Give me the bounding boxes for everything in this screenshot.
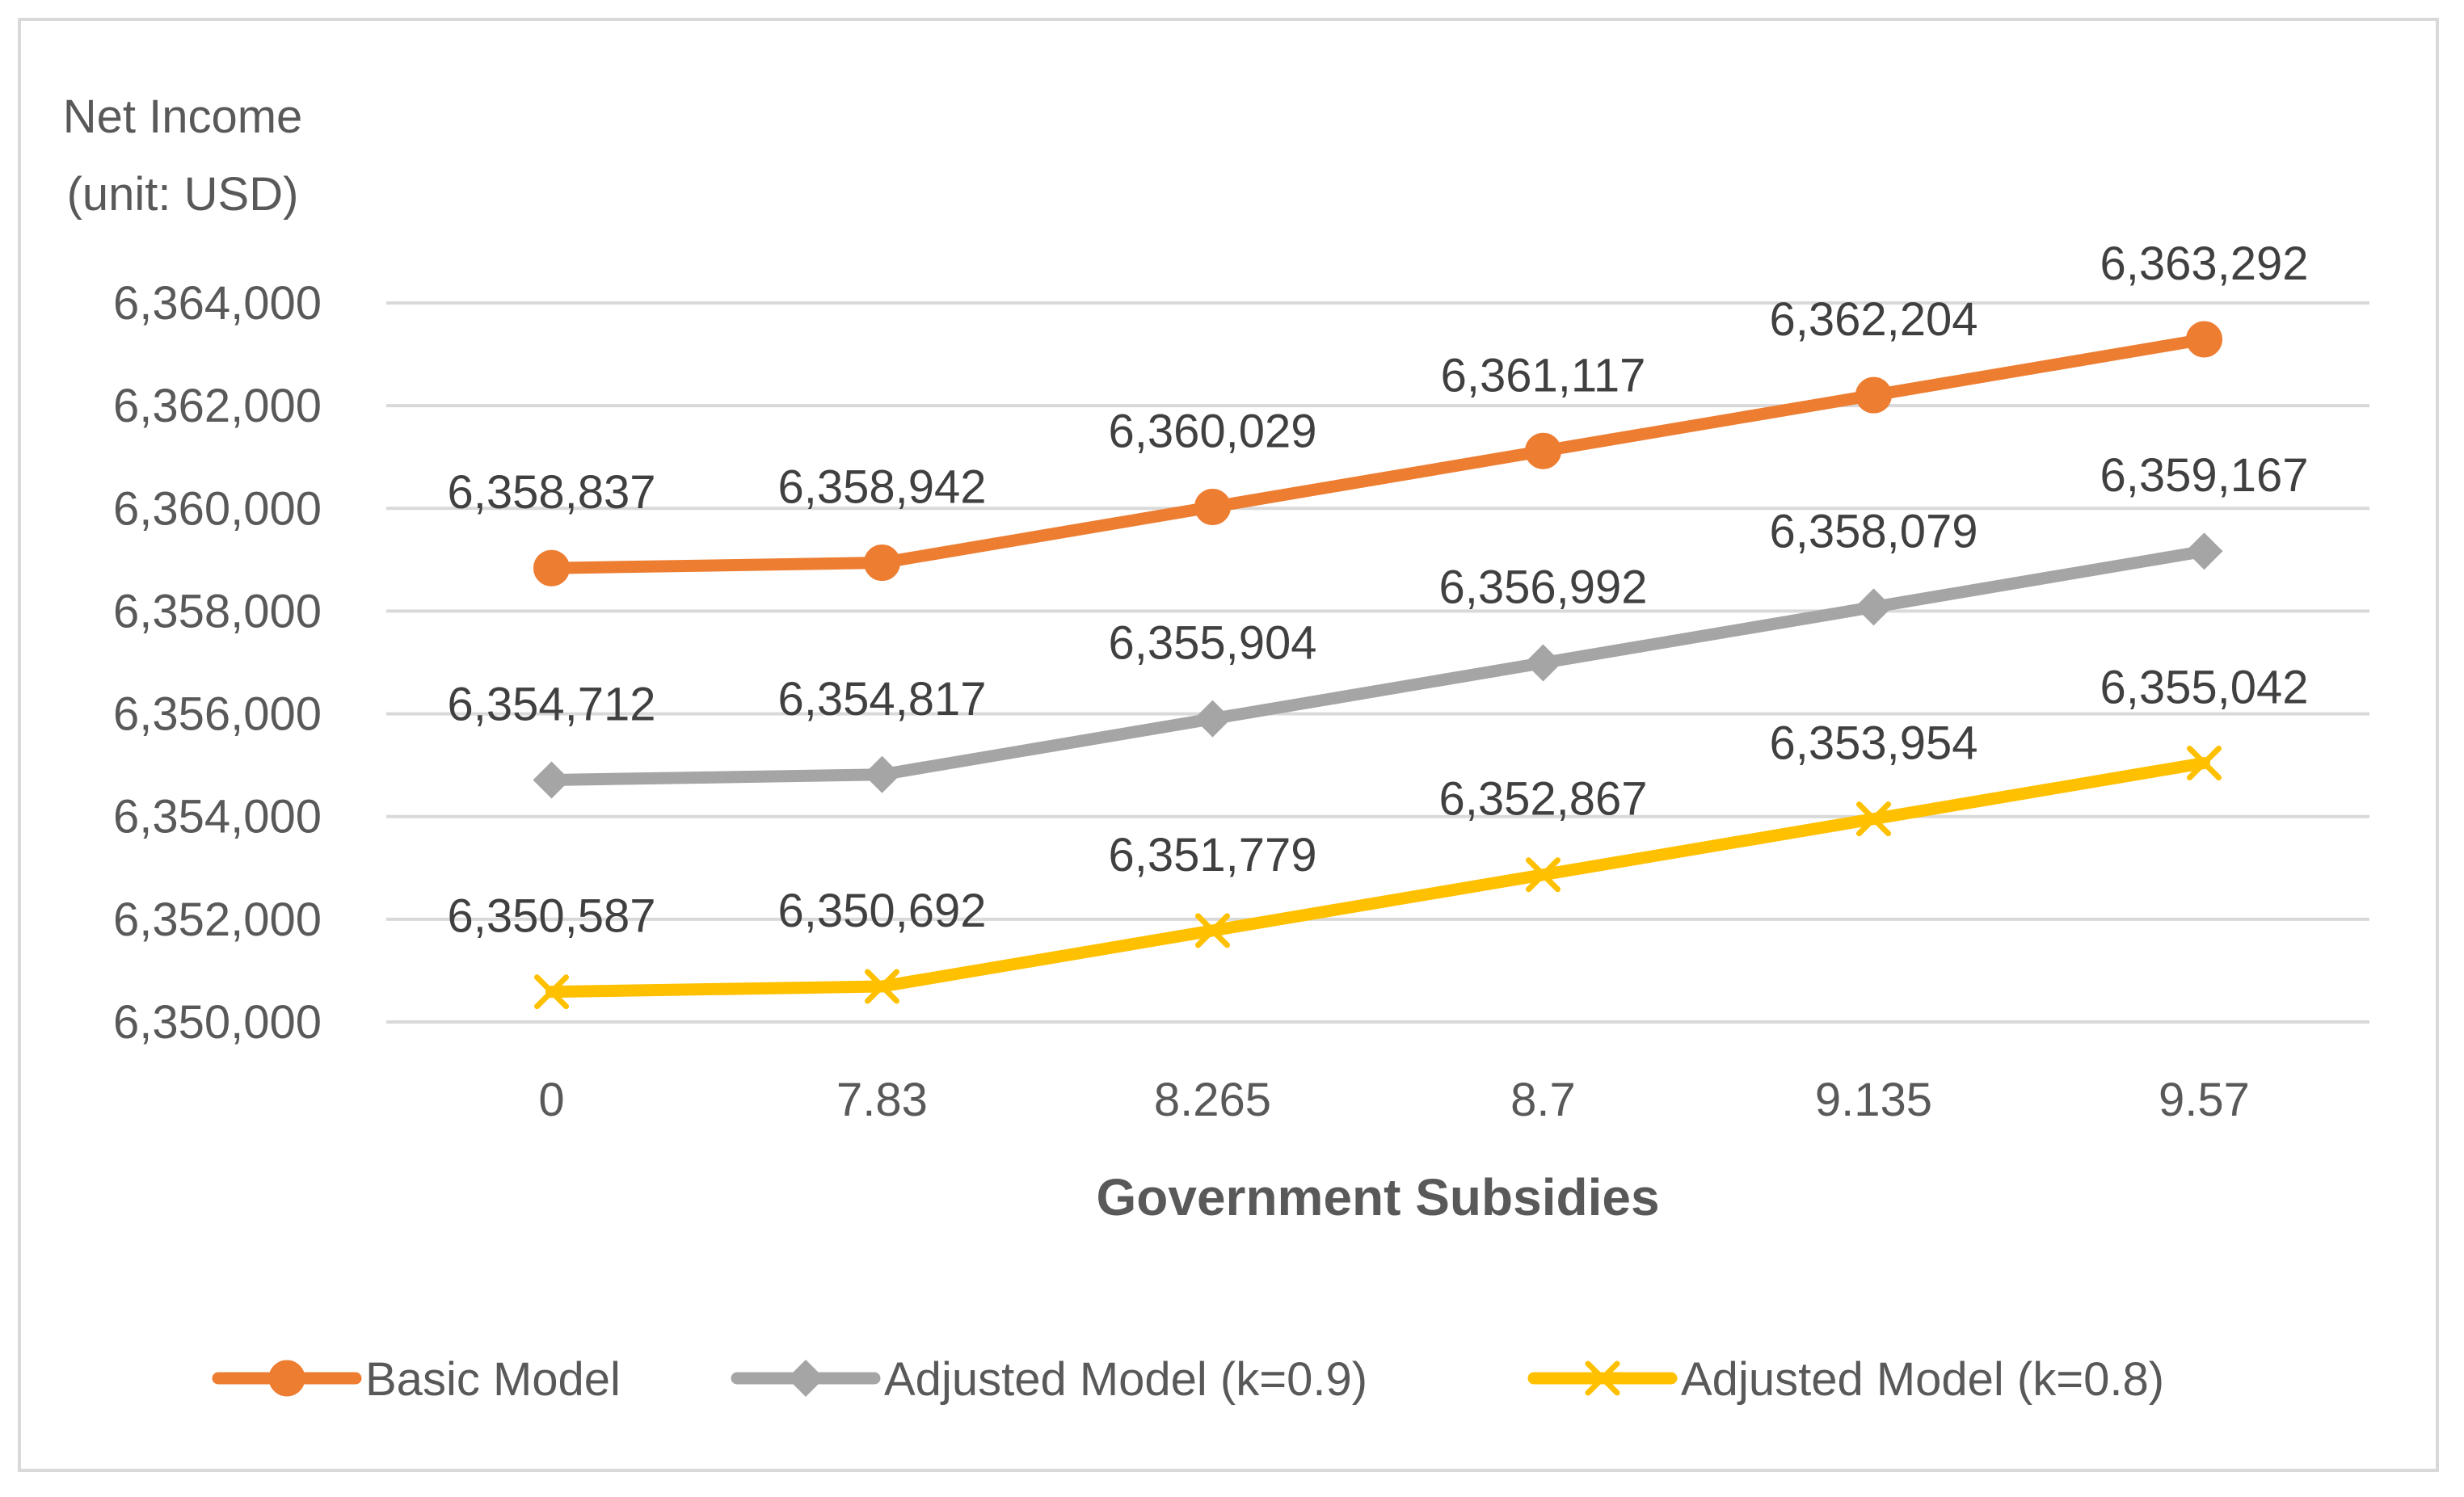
y-tick-label: 6,364,000	[113, 277, 322, 330]
data-label: 6,363,292	[2100, 238, 2308, 290]
y-tick-label: 6,362,000	[113, 380, 322, 432]
data-point-marker	[1527, 434, 1561, 468]
legend-marker	[787, 1360, 824, 1397]
gridlines	[386, 303, 2369, 1022]
data-label: 6,362,204	[1769, 293, 1978, 346]
data-labels: 6,358,837 6,358,942 6,360,029 6,361,117 6,36…	[447, 238, 2308, 943]
y-axis-title-line: Net Income	[63, 90, 303, 143]
data-label: 6,359,167	[2100, 449, 2308, 502]
data-label: 6,354,712	[447, 678, 655, 730]
legend-label: Adjusted Model (k=0.8)	[1681, 1353, 2164, 1406]
data-point-marker	[866, 546, 899, 580]
y-tick-label: 6,354,000	[113, 791, 322, 843]
data-label: 6,354,817	[777, 673, 986, 725]
legend-label: Adjusted Model (k=0.9)	[884, 1353, 1367, 1406]
data-point-marker	[1855, 588, 1893, 625]
series-line-3	[552, 763, 2205, 991]
data-point-marker	[2188, 322, 2222, 356]
data-point-marker	[2186, 532, 2223, 570]
x-tick-label: 9.135	[1815, 1074, 1932, 1126]
legend-label: Basic Model	[365, 1353, 621, 1406]
data-label: 6,358,942	[777, 461, 986, 514]
data-label: 6,355,042	[2100, 661, 2308, 713]
data-label: 6,350,692	[777, 885, 986, 937]
data-point-marker	[533, 761, 571, 798]
x-tick-label: 9.57	[2159, 1074, 2250, 1126]
y-tick-label: 6,350,000	[113, 996, 322, 1049]
data-point-marker	[535, 551, 569, 585]
y-tick-label: 6,358,000	[113, 585, 322, 637]
data-point-marker	[1196, 490, 1230, 524]
legend-item: Adjusted Model (k=0.9)	[737, 1353, 1367, 1406]
legend: Basic Model Adjusted Model (k=0.9) Adjuste…	[218, 1353, 2164, 1406]
data-label: 6,358,837	[447, 466, 655, 519]
data-point-marker	[1194, 700, 1232, 738]
data-label: 6,355,904	[1108, 617, 1316, 670]
line-chart: 6,350,000 6,352,000 6,354,000 6,356,000 6,35…	[0, 0, 2464, 1497]
data-label: 6,358,079	[1769, 505, 1978, 557]
legend-item: Basic Model	[218, 1353, 621, 1406]
data-label: 6,351,779	[1108, 829, 1316, 881]
data-label: 6,353,954	[1769, 717, 1978, 770]
y-tick-label: 6,356,000	[113, 688, 322, 741]
y-tick-label: 6,360,000	[113, 482, 322, 535]
y-tick-label: 6,352,000	[113, 894, 322, 946]
x-tick-label: 0	[538, 1074, 564, 1126]
x-axis-title: Government Subsidies	[1096, 1168, 1659, 1226]
data-label: 6,360,029	[1108, 405, 1316, 457]
data-label: 6,352,867	[1438, 773, 1647, 826]
data-label: 6,361,117	[1441, 349, 1646, 402]
data-point-marker	[1525, 645, 1562, 682]
x-tick-label: 8.7	[1510, 1074, 1576, 1126]
y-axis-title-line: (unit: USD)	[67, 168, 299, 221]
data-point-marker	[864, 756, 901, 793]
data-label: 6,356,992	[1438, 561, 1647, 614]
data-label: 6,350,587	[447, 890, 655, 943]
data-point-marker	[1857, 378, 1891, 412]
legend-item: Adjusted Model (k=0.8)	[1534, 1353, 2164, 1406]
x-tick-label: 7.83	[836, 1074, 928, 1126]
x-tick-label: 8.265	[1154, 1074, 1271, 1126]
legend-marker	[270, 1361, 304, 1395]
